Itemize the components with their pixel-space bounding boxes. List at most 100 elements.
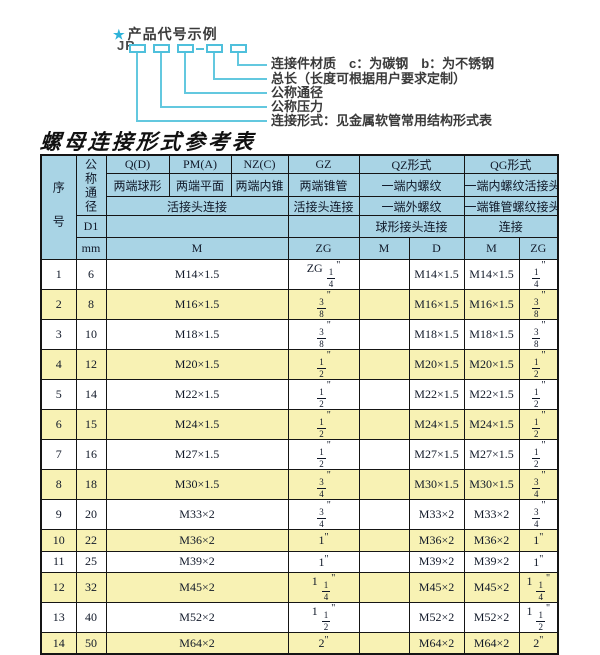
cell-qz_d: M24×1.5 (408, 409, 465, 440)
table-row: 11 25 M39×2 1" M39×2 M39×2 1" (40, 550, 559, 573)
connector-line (237, 64, 267, 66)
cell-qz_d: M30×1.5 (408, 469, 465, 500)
cell-zg: 3 4 " (287, 499, 360, 530)
header-diameter: 公称通径 (75, 154, 107, 216)
header-gz: GZ (287, 154, 360, 174)
cell-qg_zg: 2" (518, 632, 559, 655)
cell-no: 9 (40, 499, 77, 530)
cell-mm: 6 (75, 259, 107, 290)
header-qz: QZ形式 (358, 154, 465, 174)
cell-m: M45×2 (105, 572, 289, 603)
cell-qg_zg: 1 2 " (518, 349, 559, 380)
cell-mm: 50 (75, 632, 107, 655)
cell-m: M33×2 (105, 499, 289, 530)
cell-qz_m (358, 469, 410, 500)
cell-zg: 1" (287, 550, 360, 573)
code-dash (196, 48, 204, 50)
cell-qz_d: M16×1.5 (408, 289, 465, 320)
header-qz-unit1: M (358, 237, 410, 260)
table-row: 13 40 M52×2 1 1 2 " M52×2 M52×2 1 1 2 " (40, 602, 559, 633)
header-gz-unit: ZG (287, 237, 360, 260)
connector-line (213, 78, 267, 80)
cell-m: M22×1.5 (105, 379, 289, 410)
header-qg-desc: 一端内螺纹活接头 (463, 173, 559, 197)
cell-m: M36×2 (105, 529, 289, 552)
cell-qg_m: M36×2 (463, 529, 520, 552)
cell-qz_d: M36×2 (408, 529, 465, 552)
header-pm-desc: 两端平面 (168, 173, 232, 197)
label-material: 连接件材质 c：为碳钢 b：为不锈钢 (271, 56, 495, 71)
cell-qz_d: M39×2 (408, 550, 465, 573)
diagram-title-text: 产品代号示例 (127, 26, 218, 42)
cell-no: 6 (40, 409, 77, 440)
cell-no: 13 (40, 602, 77, 633)
table-row: 8 18 M30×1.5 3 4 " M30×1.5 M30×1.5 3 4 " (40, 469, 559, 500)
cell-qg_zg: 1 1 2 " (518, 602, 559, 633)
cell-no: 3 (40, 319, 77, 350)
cell-qz_m (358, 632, 410, 655)
cell-zg: 1 1 4 " (287, 572, 360, 603)
connector-line (136, 120, 267, 122)
header-empty-1 (105, 215, 289, 238)
connector-line (160, 106, 267, 108)
header-gz-joint: 活接头连接 (287, 196, 360, 216)
cell-zg: 3 8 " (287, 319, 360, 350)
cell-m: M30×1.5 (105, 469, 289, 500)
cell-qz_d: M52×2 (408, 602, 465, 633)
cell-qg_zg: 3 8 " (518, 289, 559, 320)
table-row: 14 50 M64×2 2" M64×2 M64×2 2" (40, 632, 559, 655)
header-qz-desc: 一端内螺纹 (358, 173, 465, 197)
cell-qz_d: M20×1.5 (408, 349, 465, 380)
cell-qg_zg: 3 4 " (518, 499, 559, 530)
header-gz-desc: 两端锥管 (287, 173, 360, 197)
cell-qz_d: M27×1.5 (408, 439, 465, 470)
label-connection-form: 连接形式：见金属软管常用结构形式表 (271, 112, 493, 128)
cell-m: M16×1.5 (105, 289, 289, 320)
cell-qg_m: M20×1.5 (463, 349, 520, 380)
cell-qz_m (358, 409, 410, 440)
table-row: 10 22 M36×2 1" M36×2 M36×2 1" (40, 529, 559, 552)
product-code-diagram: ★ 产品代号示例 JR 连接件材质 c：为碳钢 b：为不锈钢 总长（长度可根据用户… (0, 0, 600, 154)
cell-qz_m (358, 572, 410, 603)
cell-qz_m (358, 602, 410, 633)
cell-no: 2 (40, 289, 77, 320)
table-row: 3 10 M18×1.5 3 8 " M18×1.5 M18×1.5 3 8 " (40, 319, 559, 350)
cell-m: M64×2 (105, 632, 289, 655)
cell-qg_m: M33×2 (463, 499, 520, 530)
cell-qz_m (358, 259, 410, 290)
cell-zg: 2" (287, 632, 360, 655)
cell-qz_m (358, 529, 410, 552)
cell-qg_m: M52×2 (463, 602, 520, 633)
header-qz-row3: 一端外螺纹 (358, 196, 465, 216)
cell-qz_m (358, 349, 410, 380)
table-row: 9 20 M33×2 3 4 " M33×2 M33×2 3 4 " (40, 499, 559, 530)
label-nominal-pressure: 公称压力 (271, 98, 324, 114)
cell-qg_m: M45×2 (463, 572, 520, 603)
header-qg-row3: 一端锥管螺纹接头 (463, 196, 559, 216)
cell-qg_zg: 1 2 " (518, 409, 559, 440)
cell-qg_m: M14×1.5 (463, 259, 520, 290)
cell-no: 5 (40, 379, 77, 410)
connector-line (184, 53, 186, 94)
cell-mm: 10 (75, 319, 107, 350)
table-title: 螺母连接形式参考表 (39, 129, 257, 154)
cell-zg: 1 1 2 " (287, 602, 360, 633)
header-serial: 序号 (40, 154, 77, 260)
table-row: 5 14 M22×1.5 1 2 " M22×1.5 M22×1.5 1 2 " (40, 379, 559, 410)
cell-mm: 18 (75, 469, 107, 500)
code-box-5 (230, 44, 247, 53)
label-nominal-diameter: 公称通径 (271, 84, 324, 100)
cell-no: 14 (40, 632, 77, 655)
cell-mm: 8 (75, 289, 107, 320)
cell-no: 1 (40, 259, 77, 290)
cell-mm: 12 (75, 349, 107, 380)
header-q: Q(D) (105, 154, 170, 174)
cell-qg_zg: 3 4 " (518, 469, 559, 500)
cell-m: M39×2 (105, 550, 289, 573)
cell-qg_zg: 3 8 " (518, 319, 559, 350)
cell-qg_zg: 1 2 " (518, 439, 559, 470)
cell-qg_zg: 1 4 " (518, 259, 559, 290)
cell-qg_m: M39×2 (463, 550, 520, 573)
code-box-4 (206, 44, 223, 53)
cell-m: M20×1.5 (105, 349, 289, 380)
